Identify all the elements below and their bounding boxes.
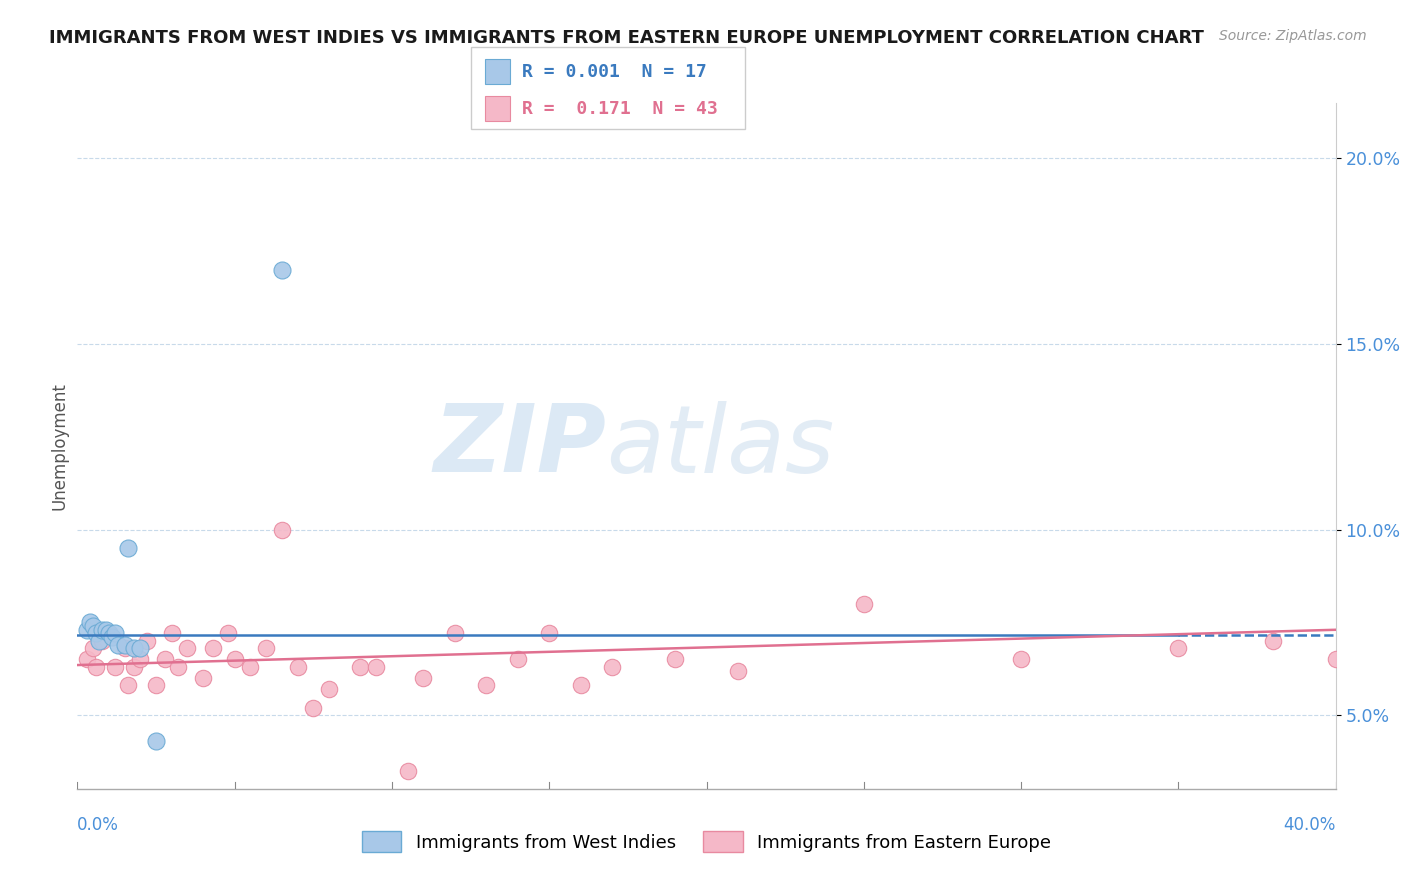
Point [600, 660, 623, 674]
Point [114, 638, 136, 652]
Point [475, 678, 498, 692]
Point [101, 630, 124, 644]
Text: 40.0%: 40.0% [1284, 816, 1336, 834]
Point [84, 626, 107, 640]
Point [201, 641, 224, 656]
Text: ZIP: ZIP [433, 400, 606, 492]
Legend: Immigrants from West Indies, Immigrants from Eastern Europe: Immigrants from West Indies, Immigrants … [354, 824, 1059, 859]
Point [89, 634, 111, 648]
Point [145, 734, 167, 748]
Point [129, 641, 152, 656]
Point [176, 641, 198, 656]
Point [117, 541, 139, 555]
Point [217, 626, 239, 640]
Point [82, 641, 104, 656]
Point [270, 262, 292, 277]
Point [191, 671, 215, 685]
Point [122, 660, 145, 674]
Point [412, 671, 434, 685]
Point [91, 623, 114, 637]
Text: IMMIGRANTS FROM WEST INDIES VS IMMIGRANTS FROM EASTERN EUROPE UNEMPLOYMENT CORRE: IMMIGRANTS FROM WEST INDIES VS IMMIGRANT… [49, 29, 1204, 46]
Point [117, 678, 139, 692]
Point [104, 626, 127, 640]
Point [538, 626, 561, 640]
Point [239, 660, 262, 674]
Point [129, 652, 152, 666]
Point [852, 597, 875, 611]
Point [1010, 652, 1032, 666]
Point [506, 652, 529, 666]
Point [135, 634, 157, 648]
Point [114, 641, 136, 656]
Point [76, 652, 98, 666]
Point [318, 682, 340, 697]
Point [302, 700, 325, 714]
Point [569, 678, 592, 692]
Text: 0.0%: 0.0% [77, 816, 120, 834]
Point [224, 652, 246, 666]
Point [254, 641, 277, 656]
Text: R = 0.001  N = 17: R = 0.001 N = 17 [522, 63, 706, 81]
Point [91, 634, 114, 648]
Point [97, 626, 120, 640]
Point [84, 660, 107, 674]
Point [76, 623, 98, 637]
Y-axis label: Unemployment: Unemployment [51, 382, 69, 510]
Text: atlas: atlas [606, 401, 834, 491]
Point [287, 660, 309, 674]
Point [82, 619, 104, 633]
Point [104, 660, 127, 674]
Point [155, 652, 177, 666]
Point [94, 623, 117, 637]
Point [1324, 652, 1347, 666]
Text: Source: ZipAtlas.com: Source: ZipAtlas.com [1219, 29, 1367, 43]
Point [1167, 641, 1189, 656]
Point [349, 660, 371, 674]
Point [145, 678, 167, 692]
Point [664, 652, 686, 666]
Point [97, 626, 120, 640]
Point [122, 641, 145, 656]
Point [107, 638, 129, 652]
Point [396, 764, 419, 778]
Point [727, 664, 749, 678]
Text: R =  0.171  N = 43: R = 0.171 N = 43 [522, 100, 717, 118]
Point [270, 523, 292, 537]
Point [1261, 634, 1284, 648]
Point [160, 626, 183, 640]
Point [444, 626, 467, 640]
Point [167, 660, 190, 674]
Point [366, 660, 388, 674]
Point [79, 615, 101, 630]
